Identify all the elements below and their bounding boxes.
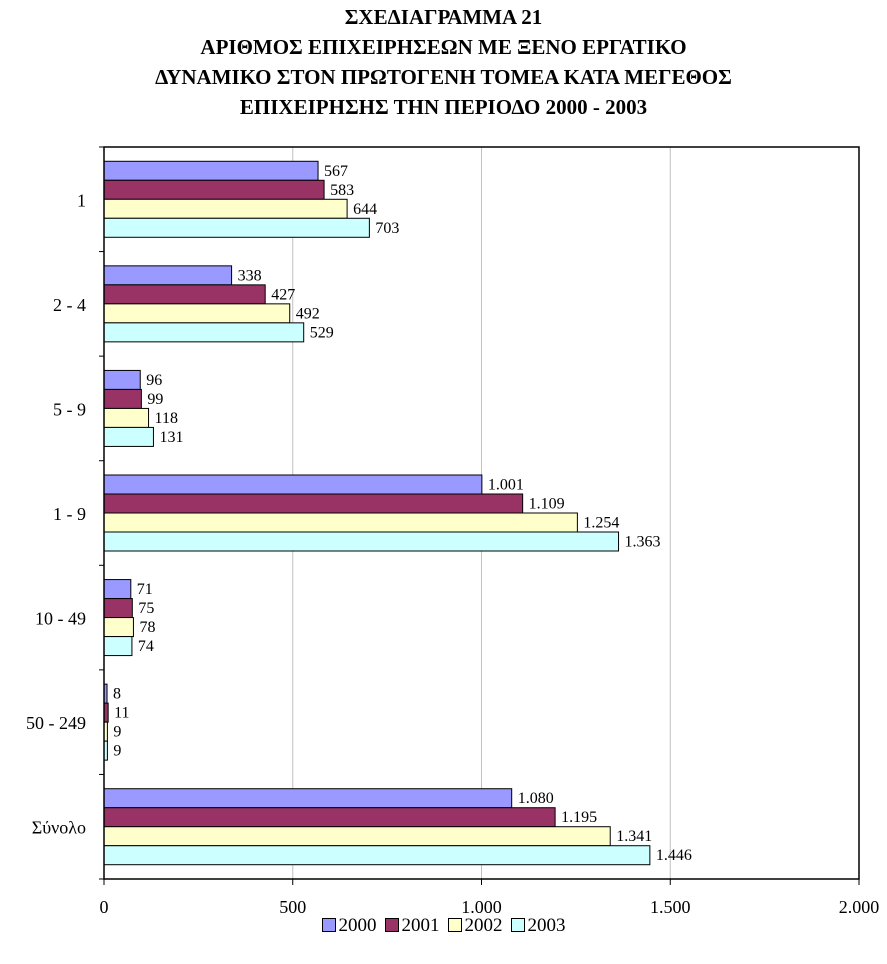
category-label: 1: [77, 190, 86, 210]
bar: [103, 407, 150, 428]
bar: [103, 369, 141, 390]
bar: [103, 265, 233, 286]
category-label: 5 - 9: [53, 399, 86, 419]
data-label: 529: [310, 324, 334, 341]
legend-swatch: [384, 917, 399, 932]
bar: [103, 807, 556, 828]
data-label: 1.001: [488, 477, 524, 494]
x-tick-label: 1.500: [650, 897, 691, 917]
legend-label: 2003: [527, 915, 566, 936]
data-label: 8: [113, 686, 121, 703]
legend-label: 2002: [464, 915, 503, 936]
data-label: 9: [113, 724, 121, 741]
bar: [103, 426, 154, 447]
category-label: 50 - 249: [26, 713, 86, 733]
data-label: 703: [375, 220, 399, 237]
bar: [103, 845, 651, 866]
legend-item: 2001: [384, 914, 440, 938]
data-label: 644: [353, 201, 377, 218]
data-label: 1.341: [616, 828, 652, 845]
bar: [103, 617, 134, 638]
chart-title-line-1: ΣΧΕΔΙΑΓΡΑΜΜΑ 21: [344, 5, 543, 29]
data-label: 118: [155, 410, 178, 427]
data-label: 11: [114, 705, 129, 722]
category-label: 10 - 49: [35, 609, 86, 629]
legend: 2000 2001 2002 2003: [0, 914, 887, 938]
chart-title-line-2: ΑΡΙΘΜΟΣ ΕΠΙΧΕΙΡΗΣΕΩΝ ΜΕ ΞΕΝΟ ΕΡΓΑΤΙΚΟ: [200, 35, 687, 59]
legend-swatch: [447, 917, 462, 932]
data-label: 1.363: [625, 534, 661, 551]
legend-swatch: [510, 917, 525, 932]
bar: [103, 388, 142, 409]
data-label: 1.080: [518, 790, 554, 807]
bar: [103, 636, 133, 657]
bar: [103, 217, 370, 238]
x-tick-label: 0: [100, 897, 109, 917]
chart-title: ΣΧΕΔΙΑΓΡΑΜΜΑ 21 ΑΡΙΘΜΟΣ ΕΠΙΧΕΙΡΗΣΕΩΝ ΜΕ …: [0, 2, 887, 122]
bar: [103, 322, 305, 343]
data-label: 338: [238, 267, 262, 284]
bar: [103, 531, 620, 552]
data-label: 1.195: [561, 809, 597, 826]
bar: [103, 579, 132, 600]
legend-swatch: [321, 917, 336, 932]
bar: [103, 284, 266, 305]
data-label: 131: [159, 429, 183, 446]
legend-item: 2002: [447, 914, 503, 938]
data-label: 74: [138, 638, 154, 655]
x-tick-label: 2.000: [839, 897, 880, 917]
data-label: 1.446: [656, 847, 692, 864]
bar: [103, 826, 611, 847]
legend-item: 2000: [321, 914, 377, 938]
data-label: 78: [139, 619, 155, 636]
chart-title-line-3: ΔΥΝΑΜΙΚΟ ΣΤΟΝ ΠΡΩΤΟΓΕΝΗ ΤΟΜΕΑ ΚΑΤΑ ΜΕΓΕΘ…: [155, 65, 732, 89]
data-label: 1.254: [583, 515, 619, 532]
bar: [103, 493, 524, 514]
bar: [103, 474, 483, 495]
data-label: 492: [296, 305, 320, 322]
data-label: 567: [324, 163, 348, 180]
x-tick-label: 1.000: [461, 897, 502, 917]
category-label: 2 - 4: [53, 295, 86, 315]
data-label: 1.109: [529, 496, 565, 513]
bar: [103, 512, 578, 533]
bar: [103, 303, 291, 324]
data-label: 75: [138, 600, 154, 617]
data-label: 583: [330, 182, 354, 199]
data-label: 96: [146, 372, 162, 389]
data-label: 71: [137, 581, 153, 598]
legend-item: 2003: [510, 914, 566, 938]
legend-label: 2001: [401, 915, 440, 936]
bar: [103, 179, 325, 200]
bar: [103, 788, 513, 809]
data-label: 9: [113, 743, 121, 760]
chart-title-line-4: ΕΠΙΧΕΙΡΗΣΗΣ ΤΗΝ ΠΕΡΙΟΔΟ 2000 - 2003: [239, 95, 648, 119]
data-label: 99: [147, 391, 163, 408]
bar: [103, 160, 319, 181]
bar: [103, 198, 348, 219]
category-label: Σύνολο: [32, 818, 86, 838]
category-label: 1 - 9: [53, 504, 86, 524]
data-label: 427: [271, 286, 295, 303]
legend-label: 2000: [338, 915, 377, 936]
x-tick-label: 500: [279, 897, 306, 917]
bar: [103, 598, 133, 619]
